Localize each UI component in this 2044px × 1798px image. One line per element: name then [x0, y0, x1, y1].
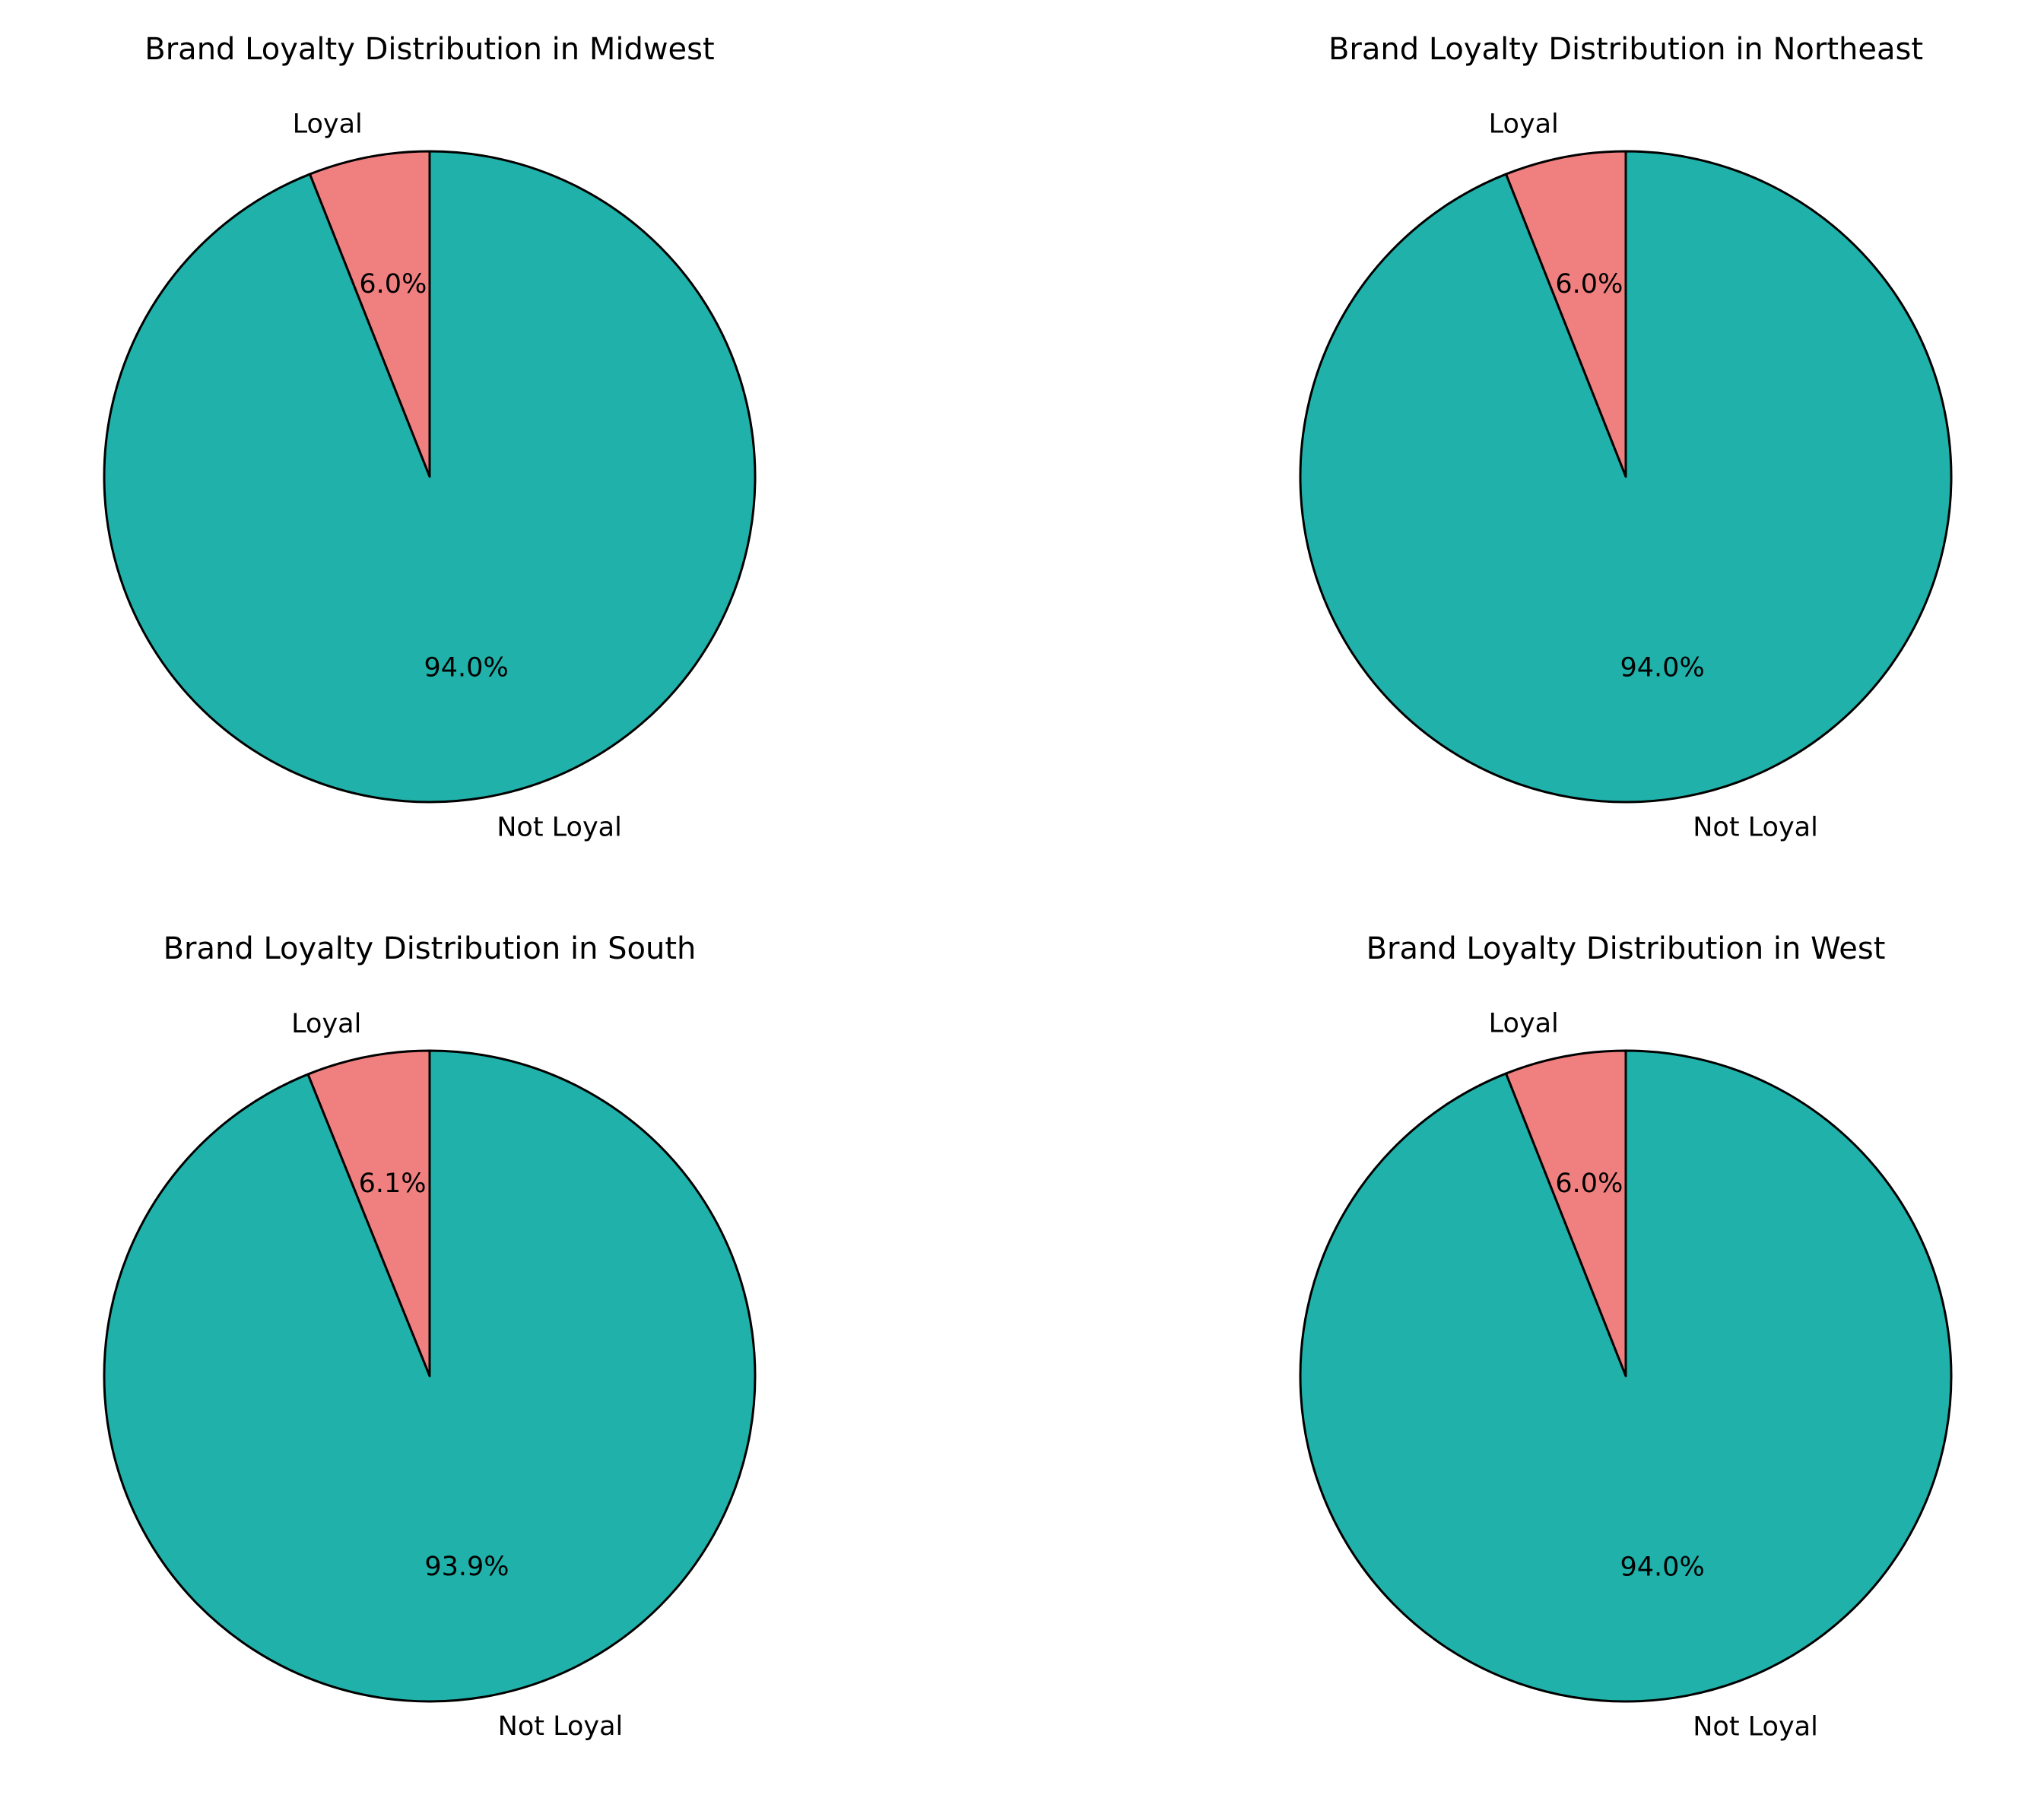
pct-label-west-not-loyal: 94.0%	[1620, 1552, 1705, 1582]
pie-slice-south-loyal	[306, 1049, 431, 1378]
slice-label-west-loyal: Loyal	[1489, 1009, 1559, 1039]
slice-label-midwest-loyal: Loyal	[293, 109, 363, 140]
pie-title-midwest: Brand Loyalty Distribution in Midwest	[144, 32, 714, 67]
pie-slice-west-not-loyal	[1299, 1049, 1953, 1703]
pct-label-northeast-loyal: 6.0%	[1555, 269, 1623, 300]
pie-title-south: Brand Loyalty Distribution in South	[163, 931, 697, 966]
pie-title-west: Brand Loyalty Distribution in West	[1366, 931, 1886, 966]
pie-panel-west: Brand Loyalty Distribution in West Loyal 6…	[1299, 931, 1953, 1742]
pie-slice-west-loyal	[1504, 1049, 1627, 1378]
pie-title-northeast: Brand Loyalty Distribution in Northeast	[1328, 32, 1923, 67]
pct-label-midwest-loyal: 6.0%	[359, 269, 427, 300]
pct-label-northeast-not-loyal: 94.0%	[1620, 652, 1705, 683]
pct-label-south-not-loyal: 93.9%	[424, 1552, 509, 1582]
pie-panel-midwest: Brand Loyalty Distribution in Midwest Loy…	[103, 32, 757, 842]
pie-slice-northeast-loyal	[1504, 150, 1627, 478]
slice-label-south-loyal: Loyal	[291, 1009, 361, 1039]
pie-slice-northeast-not-loyal	[1299, 150, 1953, 804]
pie-panel-northeast: Brand Loyalty Distribution in Northeast L…	[1299, 32, 1953, 842]
pct-label-midwest-not-loyal: 94.0%	[424, 652, 509, 683]
slice-label-northeast-not-loyal: Not Loyal	[1693, 812, 1818, 842]
pct-label-south-loyal: 6.1%	[359, 1169, 427, 1199]
pie-slice-south-not-loyal	[103, 1049, 757, 1703]
slice-label-midwest-not-loyal: Not Loyal	[497, 812, 622, 842]
slice-label-west-not-loyal: Not Loyal	[1693, 1711, 1818, 1742]
pct-label-west-loyal: 6.0%	[1555, 1169, 1623, 1199]
slice-label-northeast-loyal: Loyal	[1489, 109, 1559, 140]
pie-slice-midwest-loyal	[308, 150, 431, 478]
slice-label-south-not-loyal: Not Loyal	[498, 1711, 624, 1742]
pie-panel-south: Brand Loyalty Distribution in South Loyal…	[103, 931, 757, 1742]
pie-slice-midwest-not-loyal	[103, 150, 757, 804]
